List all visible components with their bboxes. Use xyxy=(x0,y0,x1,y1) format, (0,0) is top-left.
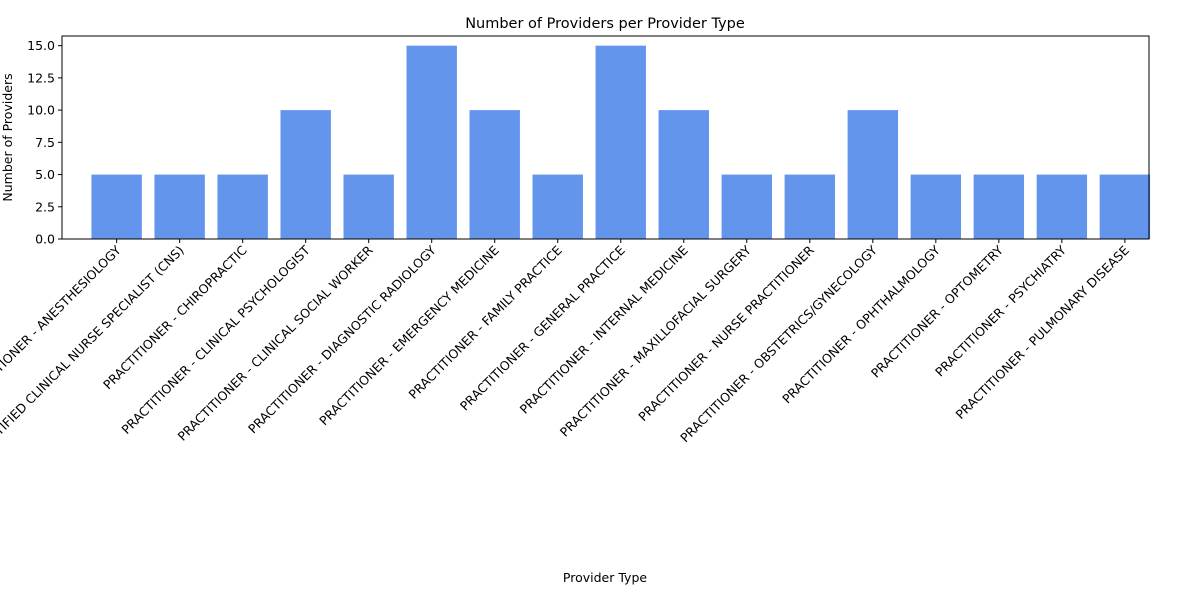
bar-7 xyxy=(469,110,520,239)
chart-title: Number of Providers per Provider Type xyxy=(465,16,745,32)
bar-3 xyxy=(217,174,268,239)
y-axis-label: Number of Providers xyxy=(0,73,15,201)
bar-16 xyxy=(1036,174,1088,239)
plot-area-frame xyxy=(61,35,1150,240)
x-tick-label: PRACTITIONER - PSYCHIATRY xyxy=(932,242,1069,379)
bar-13 xyxy=(847,110,899,239)
bar-15 xyxy=(973,174,1025,239)
y-tick-label: 15.0 xyxy=(27,38,55,53)
bar-6 xyxy=(406,45,457,239)
bar-9 xyxy=(595,45,646,239)
y-tick-label: 12.5 xyxy=(27,70,55,85)
bar-12 xyxy=(784,174,836,239)
y-tick-label: 5.0 xyxy=(35,167,55,182)
y-tick-label: 7.5 xyxy=(35,135,55,150)
bar-5 xyxy=(343,174,394,239)
bar-1 xyxy=(91,174,142,239)
x-tick-label: PRACTITIONER - OPTOMETRY xyxy=(868,242,1006,380)
bars-group xyxy=(91,45,1151,239)
bar-2 xyxy=(154,174,205,239)
y-tick-label: 2.5 xyxy=(35,199,55,214)
y-tick-label: 10.0 xyxy=(27,103,55,118)
bar-10 xyxy=(658,110,709,239)
bar-8 xyxy=(532,174,583,239)
bar-14 xyxy=(910,174,962,239)
y-tick-label: 0.0 xyxy=(35,232,55,247)
bar-11 xyxy=(721,174,772,239)
y-axis-ticks: 0.0 2.5 5.0 7.5 10.0 12.5 15.0 xyxy=(27,38,62,247)
bar-17 xyxy=(1099,174,1151,239)
x-axis-label: Provider Type xyxy=(563,570,647,585)
x-axis-ticks: PRACTITIONER - ANESTHESIOLOGYPRACTITIONE… xyxy=(0,239,1132,529)
bar-4 xyxy=(280,110,331,239)
